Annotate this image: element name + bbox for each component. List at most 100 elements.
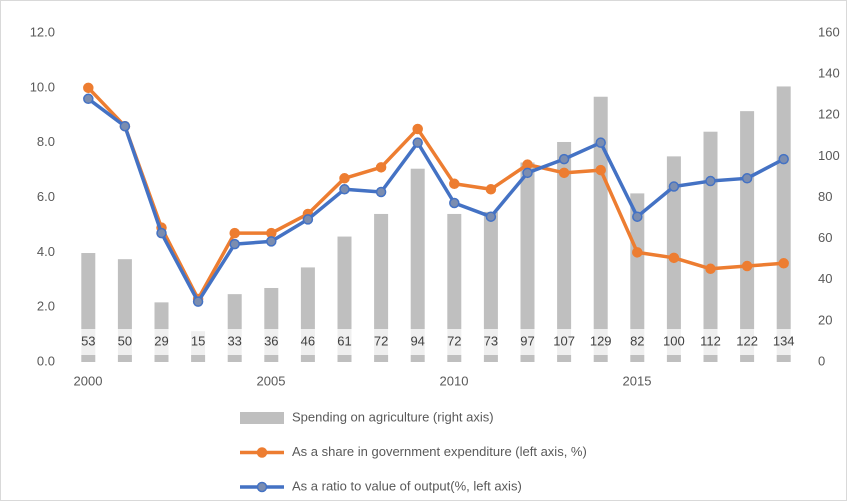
marker (595, 164, 606, 176)
legend-marker (256, 481, 268, 493)
marker (266, 236, 277, 247)
y2-tick-label: 40 (818, 271, 832, 286)
marker (558, 167, 570, 179)
marker (192, 296, 204, 307)
data-label: 15 (191, 333, 205, 348)
marker (83, 93, 94, 105)
x-tick-label: 2010 (440, 373, 469, 388)
y2-tick-label: 160 (818, 24, 840, 39)
data-label: 97 (520, 333, 534, 348)
bar (447, 213, 462, 362)
data-label: 72 (374, 333, 388, 348)
data-label: 73 (484, 333, 498, 348)
data-label: 122 (736, 333, 758, 348)
data-label-box (513, 329, 542, 355)
data-label-box (367, 329, 396, 355)
bar (630, 193, 645, 362)
y2-tick-label: 80 (818, 189, 832, 204)
marker (632, 211, 643, 222)
data-label-box (403, 329, 432, 355)
data-label-box (330, 329, 359, 355)
marker (156, 227, 167, 239)
legend-label: Spending on agriculture (right axis) (292, 409, 494, 424)
marker (229, 238, 240, 250)
marker (339, 173, 350, 184)
data-label-box (74, 329, 103, 355)
marker (595, 137, 606, 148)
data-label-box (110, 329, 139, 355)
y-tick-label: 0.0 (37, 353, 55, 368)
marker (119, 120, 131, 132)
marker (449, 197, 460, 209)
marker (302, 214, 314, 225)
y-tick-label: 6.0 (37, 189, 55, 204)
y-tick-label: 10.0 (30, 79, 55, 94)
y2-tick-label: 100 (818, 148, 840, 163)
data-label: 82 (630, 333, 644, 348)
data-label: 94 (410, 333, 424, 348)
data-label: 129 (590, 333, 612, 348)
bar (374, 213, 389, 362)
marker (485, 184, 497, 195)
data-label-box (184, 329, 213, 355)
legend-label: As a ratio to value of output(%, left ax… (292, 478, 522, 493)
marker (449, 178, 460, 190)
marker (375, 162, 387, 173)
line (87, 86, 784, 301)
y-tick-label: 2.0 (37, 299, 55, 314)
marker (778, 258, 789, 269)
bar (703, 131, 718, 362)
marker (83, 82, 94, 94)
bar (520, 162, 535, 362)
marker (632, 247, 643, 258)
data-label: 107 (553, 333, 575, 348)
data-label-box (733, 329, 762, 355)
bar (776, 86, 791, 363)
marker (229, 227, 240, 239)
legend-label: As a share in government expenditure (le… (292, 444, 587, 459)
data-label-box (696, 329, 725, 355)
data-label: 112 (700, 333, 721, 348)
bar (740, 111, 755, 362)
data-label-box (440, 329, 469, 355)
data-label: 134 (773, 333, 795, 348)
bar (557, 141, 572, 362)
data-label: 36 (264, 333, 278, 348)
y2-tick-label: 20 (818, 312, 832, 327)
data-label-box (147, 329, 176, 355)
data-label-box (623, 329, 652, 355)
x-tick-label: 2000 (74, 373, 103, 388)
marker (778, 153, 789, 165)
data-label: 61 (337, 333, 351, 348)
y2-tick-label: 60 (818, 230, 832, 245)
x-tick-label: 2015 (623, 373, 652, 388)
marker (412, 137, 423, 148)
data-label: 72 (447, 333, 461, 348)
bar (593, 96, 608, 363)
y-tick-label: 4.0 (37, 244, 55, 259)
y-tick-label: 8.0 (37, 134, 55, 149)
data-label-box (550, 329, 579, 355)
data-label: 46 (301, 333, 315, 348)
data-label: 50 (118, 333, 132, 348)
data-label-box (257, 329, 286, 355)
data-label-box (220, 329, 249, 355)
marker (558, 153, 570, 165)
y2-tick-label: 140 (818, 66, 840, 81)
y2-tick-label: 0 (818, 353, 825, 368)
marker (339, 184, 350, 195)
y2-tick-label: 120 (818, 107, 840, 122)
marker (668, 181, 680, 192)
data-label: 29 (154, 333, 168, 348)
data-label: 100 (663, 333, 685, 348)
marker (485, 211, 497, 222)
line (87, 97, 785, 304)
marker (522, 167, 533, 179)
data-label: 33 (227, 333, 241, 348)
marker (375, 186, 387, 198)
y-tick-label: 12.0 (30, 24, 55, 39)
marker (741, 260, 753, 272)
data-label-box (476, 329, 505, 355)
marker (412, 123, 423, 135)
bar (483, 211, 498, 362)
